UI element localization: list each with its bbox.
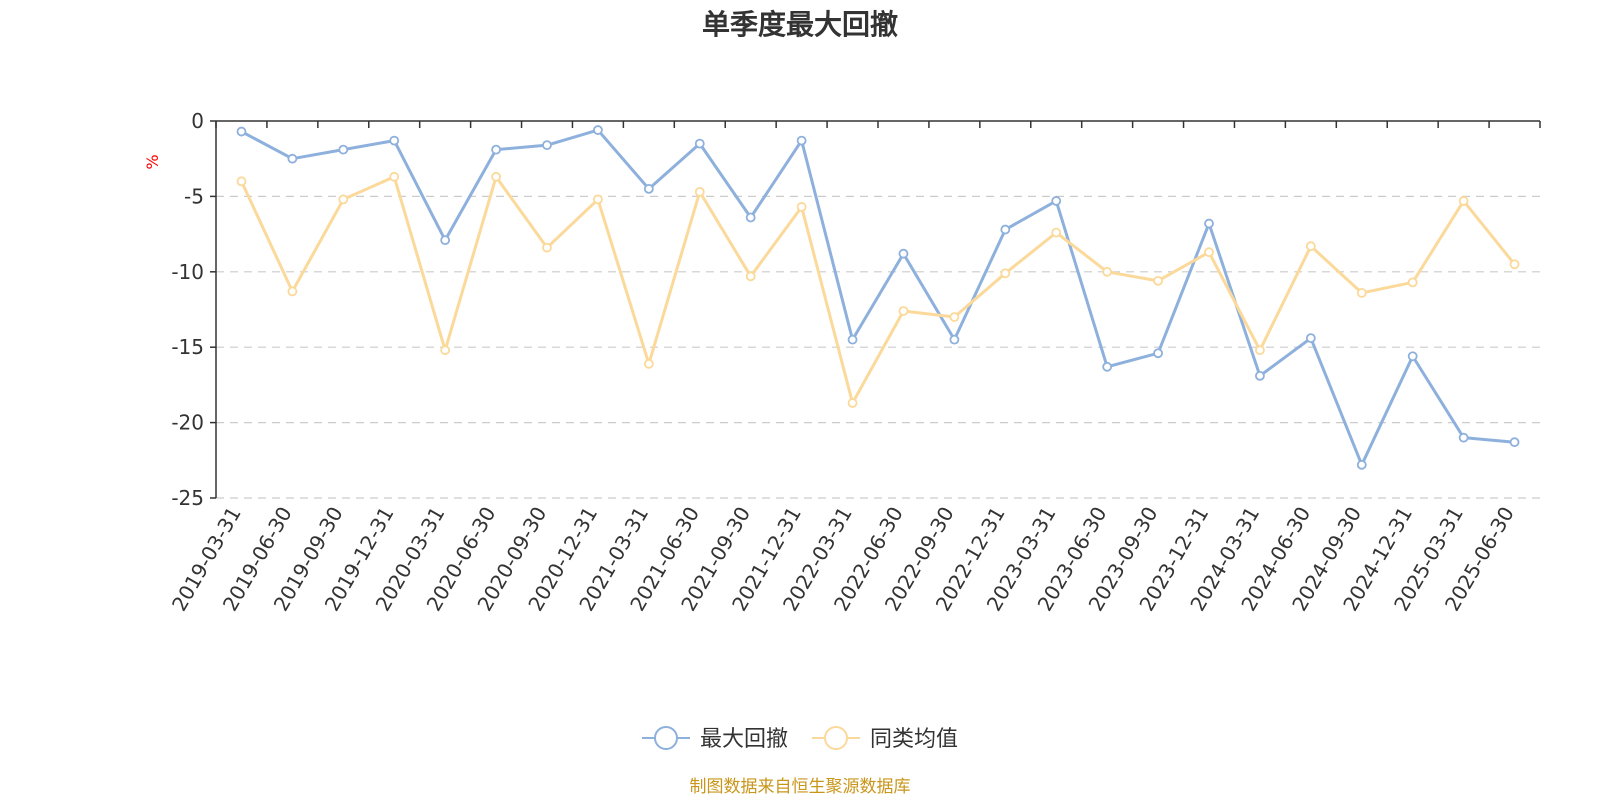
- legend[interactable]: 最大回撤 同类均值: [642, 726, 958, 752]
- data-point: [542, 140, 552, 151]
- data-point: [440, 235, 451, 246]
- data-point: [1051, 196, 1062, 206]
- x-tick-labels: 2019-03-312019-06-302019-09-302019-12-31…: [167, 502, 1519, 615]
- data-point: [898, 306, 909, 316]
- data-point: [1204, 218, 1214, 229]
- grid: [216, 195, 1540, 499]
- data-point: [1458, 432, 1469, 443]
- data-point: [1153, 348, 1163, 359]
- y-tick-labels: 0 -5 -10 -15 -20 -25: [171, 109, 204, 510]
- data-point: [1305, 333, 1316, 344]
- data-point: [338, 144, 349, 155]
- data-point: [1255, 345, 1265, 356]
- data-point: [796, 202, 807, 212]
- data-point: [1458, 196, 1469, 206]
- data-point: [796, 135, 807, 146]
- data-point: [593, 194, 603, 205]
- data-point: [949, 334, 960, 345]
- data-point: [643, 183, 654, 194]
- legend-marker: [824, 726, 848, 750]
- data-point: [1102, 266, 1113, 277]
- series-1: [236, 171, 1520, 408]
- y-tick-label: -20: [171, 411, 204, 435]
- data-point: [236, 176, 247, 187]
- legend-label: 最大回撤: [700, 727, 788, 752]
- data-point: [745, 271, 756, 282]
- y-axis-label: %: [143, 154, 162, 169]
- series-0: [236, 125, 1520, 470]
- data-point: [1356, 288, 1367, 298]
- series-line: [240, 128, 1515, 467]
- data-point: [1051, 227, 1062, 238]
- data-point: [1255, 370, 1265, 381]
- legend-item-1[interactable]: 同类均值: [812, 726, 958, 752]
- series: [236, 125, 1520, 470]
- data-point: [1407, 277, 1418, 288]
- y-tick-label: -10: [171, 260, 204, 284]
- data-point: [287, 153, 298, 164]
- data-point: [491, 144, 501, 155]
- data-point: [1509, 437, 1520, 448]
- data-point: [694, 138, 705, 149]
- data-point: [643, 358, 654, 369]
- data-point: [593, 125, 603, 135]
- data-point: [847, 334, 858, 345]
- data-point: [694, 186, 705, 197]
- data-point: [847, 398, 858, 408]
- data-point: [1153, 275, 1163, 286]
- legend-item-0[interactable]: 最大回撤: [642, 726, 788, 752]
- y-tick-label: 0: [191, 109, 204, 133]
- legend-label: 同类均值: [870, 727, 958, 752]
- data-point: [389, 171, 400, 182]
- data-point: [898, 248, 909, 259]
- data-point: [1102, 361, 1113, 372]
- data-point: [287, 286, 298, 297]
- data-point: [389, 135, 400, 146]
- series-line: [240, 175, 1516, 405]
- data-point: [236, 126, 247, 137]
- data-point: [542, 242, 552, 253]
- chart-title: 单季度最大回撤: [702, 8, 898, 41]
- data-point: [440, 345, 451, 356]
- data-point: [491, 171, 501, 182]
- data-point: [1407, 351, 1418, 362]
- data-point: [1204, 247, 1214, 258]
- y-tick-label: -5: [184, 184, 204, 208]
- data-point: [949, 312, 960, 322]
- data-point: [338, 194, 349, 205]
- data-point: [1356, 459, 1367, 470]
- axes: [210, 120, 1541, 499]
- data-point: [745, 212, 756, 223]
- data-point: [1305, 241, 1316, 252]
- legend-marker: [654, 726, 678, 750]
- data-point: [1509, 259, 1520, 270]
- y-tick-label: -15: [171, 335, 204, 359]
- data-point: [1000, 268, 1011, 279]
- data-point: [1000, 224, 1011, 235]
- y-tick-label: -25: [171, 486, 204, 510]
- source-note: 制图数据来自恒生聚源数据库: [690, 777, 911, 797]
